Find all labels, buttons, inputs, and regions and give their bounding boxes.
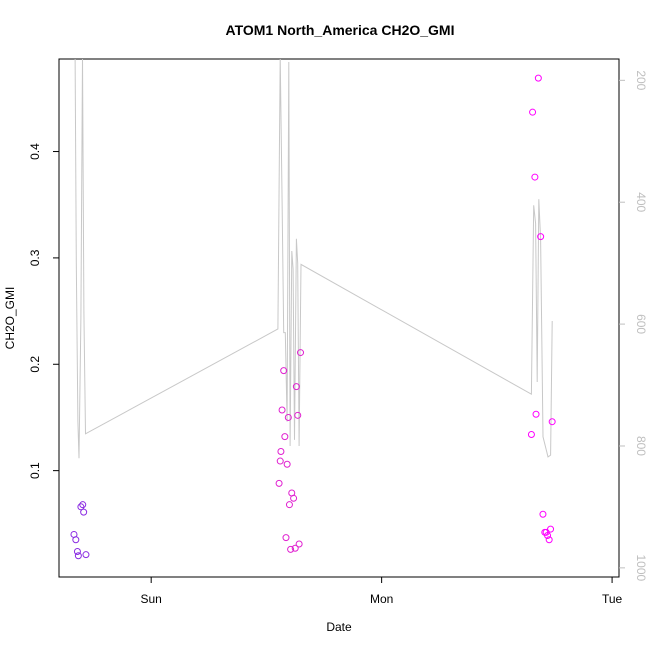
data-point-1-12 — [290, 494, 298, 502]
data-point-1-6 — [282, 534, 290, 542]
right-tick-label: 600 — [634, 314, 648, 334]
data-point-1-10 — [287, 545, 295, 553]
data-point-2-0 — [527, 430, 535, 438]
right-tick-label: 200 — [634, 70, 648, 90]
data-point-0-5 — [79, 501, 87, 509]
data-point-1-17 — [297, 349, 305, 357]
data-point-2-2 — [531, 173, 539, 181]
data-point-1-5 — [281, 433, 289, 441]
data-point-1-14 — [292, 383, 300, 391]
pressure-line-0 — [74, 59, 553, 459]
data-point-0-3 — [74, 552, 82, 560]
data-point-1-9 — [285, 501, 293, 509]
data-point-2-9 — [544, 532, 552, 540]
data-point-1-1 — [276, 457, 284, 465]
data-point-2-6 — [539, 510, 547, 518]
right-tick-label: 1000 — [634, 555, 648, 582]
data-point-1-0 — [275, 479, 283, 487]
plot-frame — [58, 58, 620, 578]
right-tick-label: 800 — [634, 436, 648, 456]
plot-layer: Sun Mon Tue 0.1 0.2 0.3 0.4 200 400 600 800 1000 — [28, 58, 648, 606]
x-tick-label-mon: Mon — [370, 592, 393, 606]
y-axis-label: CH2O_GMI — [3, 287, 17, 350]
x-tick-label-tue: Tue — [602, 592, 623, 606]
x-axis-label: Date — [326, 620, 352, 634]
data-point-2-5 — [537, 233, 545, 241]
data-point-0-6 — [80, 508, 88, 516]
right-tick-label: 400 — [634, 192, 648, 212]
data-point-2-11 — [547, 525, 555, 533]
data-point-1-15 — [294, 411, 302, 419]
data-point-1-8 — [284, 413, 292, 421]
data-point-2-1 — [529, 108, 537, 116]
y-tick-label: 0.3 — [28, 249, 42, 266]
data-point-1-2 — [277, 447, 285, 455]
data-point-1-3 — [278, 406, 286, 414]
data-point-0-7 — [82, 551, 90, 559]
y-tick-label: 0.2 — [28, 356, 42, 373]
data-point-0-1 — [72, 536, 80, 544]
y-tick-label: 0.4 — [28, 143, 42, 160]
data-point-1-7 — [283, 460, 291, 468]
data-point-0-2 — [73, 547, 81, 555]
data-point-1-13 — [291, 544, 299, 552]
data-point-2-3 — [532, 410, 540, 418]
data-point-2-10 — [545, 536, 553, 544]
data-point-1-4 — [280, 367, 288, 375]
data-point-2-4 — [534, 74, 542, 82]
chart-title: ATOM1 North_America CH2O_GMI — [226, 22, 455, 38]
x-tick-label-sun: Sun — [141, 592, 162, 606]
data-point-1-16 — [295, 540, 303, 548]
data-point-2-12 — [548, 418, 556, 426]
y-tick-label: 0.1 — [28, 462, 42, 479]
data-point-0-4 — [77, 503, 85, 511]
